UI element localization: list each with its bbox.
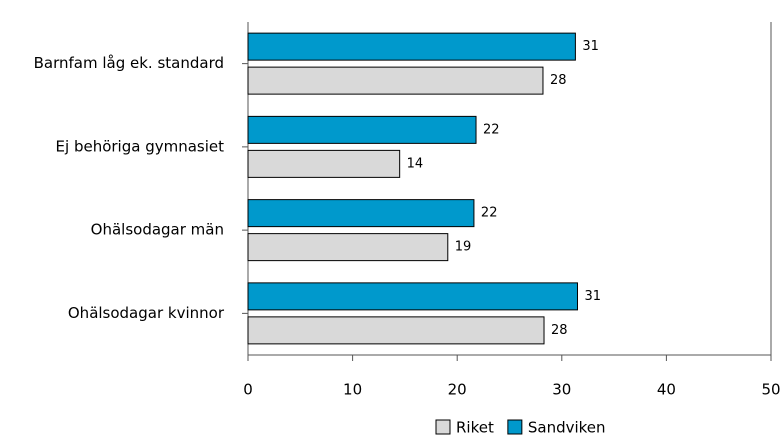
bar [247,32,576,61]
bar [247,316,545,345]
bar [247,233,449,262]
category-label: Ohälsodagar män [91,221,224,239]
category-label: Ej behöriga gymnasiet [56,137,225,155]
value-label: 22 [481,206,498,221]
value-label: 28 [551,323,568,338]
value-label: 14 [407,156,424,171]
bar [247,66,544,95]
bar [247,149,401,178]
x-tick-label: 50 [761,381,780,399]
value-label: 22 [483,122,500,137]
value-label: 28 [550,73,567,88]
x-tick-label: 40 [657,381,676,399]
category-label: Ohälsodagar kvinnor [68,304,225,322]
bar [247,282,578,311]
x-tick-label: 30 [552,381,571,399]
legend-label: Riket [456,419,494,436]
value-label: 19 [455,240,472,255]
bar [247,115,477,144]
x-tick-label: 10 [343,381,362,399]
bar [247,199,475,228]
legend-swatch [435,419,451,435]
x-tick-label: 20 [448,381,467,399]
value-label: 31 [584,289,601,304]
legend-label: Sandviken [528,419,606,436]
x-tick-label: 0 [243,381,253,399]
category-label: Barnfam låg ek. standard [34,54,224,72]
value-label: 31 [582,39,599,54]
legend-swatch [507,419,523,435]
